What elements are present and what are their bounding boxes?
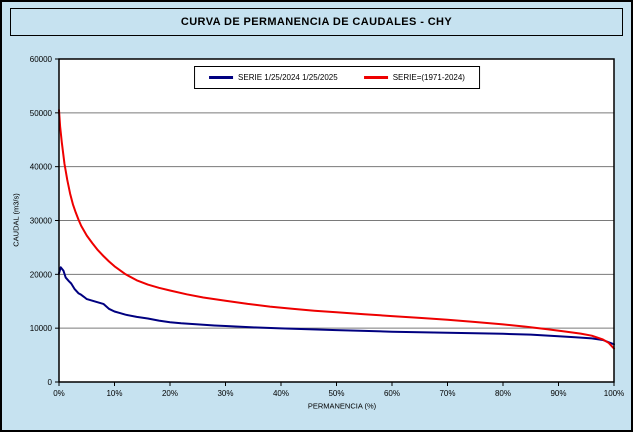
x-tick-label: 100% <box>604 389 624 398</box>
x-tick-label: 30% <box>217 389 233 398</box>
y-tick-label: 40000 <box>30 163 53 172</box>
x-tick-label: 20% <box>162 389 178 398</box>
y-tick-label: 30000 <box>30 217 53 226</box>
x-tick-label: 90% <box>550 389 566 398</box>
legend-entry-serie-2024-2025: SERIE 1/25/2024 1/25/2025 <box>209 73 338 82</box>
x-axis-label: PERMANENCIA (%) <box>307 401 377 411</box>
series-line-1 <box>58 109 615 350</box>
x-tick-label: 0% <box>53 389 65 398</box>
y-axis-label: CAUDAL (m3/s) <box>11 193 21 247</box>
x-tick-label: 70% <box>439 389 455 398</box>
red-line-swatch <box>363 76 388 79</box>
x-tick-label: 40% <box>273 389 289 398</box>
x-tick-label: 60% <box>384 389 400 398</box>
y-tick-label: 60000 <box>30 55 53 64</box>
x-tick-label: 10% <box>106 389 122 398</box>
legend-label: SERIE=(1971-2024) <box>392 73 465 82</box>
y-tick-label: 0 <box>48 378 53 387</box>
y-tick-label: 10000 <box>30 324 53 333</box>
x-tick-label: 50% <box>328 389 344 398</box>
legend-label: SERIE 1/25/2024 1/25/2025 <box>238 73 338 82</box>
navy-line-swatch <box>209 76 234 79</box>
page-title: CURVA DE PERMANENCIA DE CAUDALES - CHY <box>10 8 623 36</box>
legend-entry-serie-1971-2024: SERIE=(1971-2024) <box>363 73 465 82</box>
legend: SERIE 1/25/2024 1/25/2025 SERIE=(1971-20… <box>194 66 480 89</box>
y-tick-label: 20000 <box>30 270 53 279</box>
x-tick-label: 80% <box>495 389 511 398</box>
y-tick-label: 50000 <box>30 109 53 118</box>
series-line-0 <box>58 266 615 346</box>
